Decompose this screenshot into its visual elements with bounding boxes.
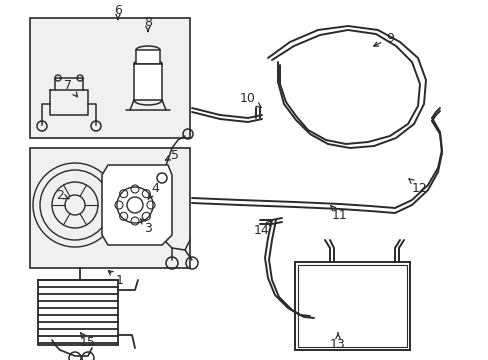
Bar	[30, 18, 190, 138]
Text: 11: 11	[330, 206, 347, 221]
Text: 12: 12	[408, 179, 427, 194]
Text: 10: 10	[240, 91, 261, 107]
Text: 8: 8	[143, 15, 152, 31]
Text: 14: 14	[254, 221, 271, 237]
Text: 15: 15	[80, 333, 96, 348]
Text: 4: 4	[148, 181, 159, 200]
Text: 3: 3	[141, 219, 152, 234]
Bar	[30, 148, 190, 268]
Text: 13: 13	[329, 333, 345, 351]
Bar	[297, 265, 406, 347]
Text: 9: 9	[373, 32, 393, 46]
Text: 5: 5	[165, 149, 179, 162]
Polygon shape	[102, 165, 172, 245]
Bar	[136, 50, 160, 64]
Text: 1: 1	[108, 271, 123, 287]
Bar	[294, 262, 409, 350]
Text: 6: 6	[114, 4, 122, 19]
Bar	[134, 64, 162, 100]
Text: 2: 2	[56, 189, 69, 202]
Text: 7: 7	[64, 78, 77, 97]
